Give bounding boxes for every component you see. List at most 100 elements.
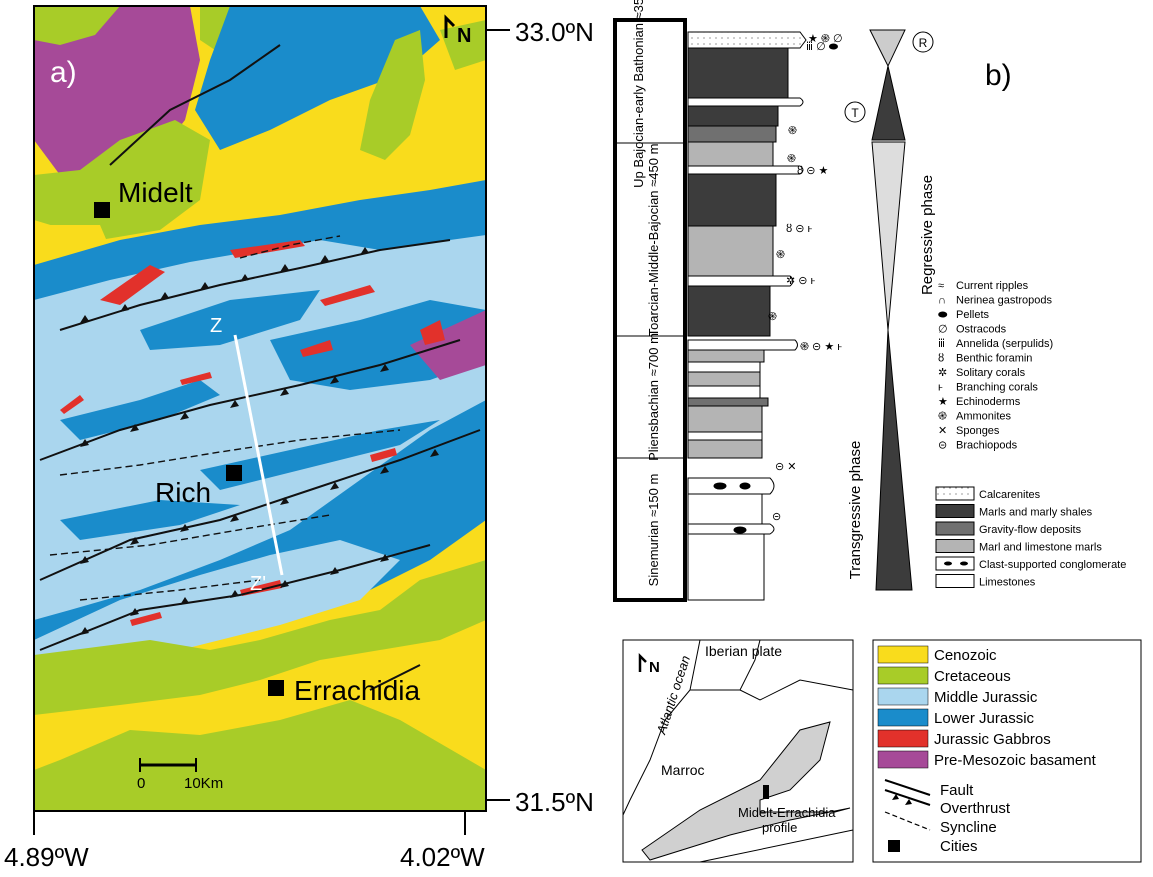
gabbro-area <box>60 395 84 414</box>
geology-legend-label: Lower Jurassic <box>934 710 1035 727</box>
inset-profile-label-2: profile <box>762 820 797 835</box>
scale-bar <box>139 758 197 772</box>
city-marker <box>226 465 242 481</box>
lithology-legend-label: Gravity-flow deposits <box>979 524 1082 536</box>
structure-syncline: Syncline <box>940 819 997 836</box>
lithology-swatch <box>935 521 975 536</box>
fossil-legend-label: Brachiopods <box>956 440 1018 452</box>
fossil-legend-symbol: ∅ <box>938 324 948 336</box>
regressive-phase-label: Regressive phase <box>919 175 936 295</box>
unit-pliensbachian: Pliensbachian ≈700 m <box>646 333 661 461</box>
inset-profile-label-1: Midelt-Errachidia <box>738 805 836 820</box>
geologic-map <box>34 6 486 811</box>
gabbro-area <box>230 240 305 258</box>
transgressive-phase-label: Transgressive phase <box>847 441 864 580</box>
profile-end-label: Z' <box>250 573 266 595</box>
gabbro-area <box>370 448 397 462</box>
fossil-legend-symbol: ⬬ <box>938 309 948 321</box>
svg-text:֎ ⊝ ★ ⱶ: ֎ ⊝ ★ ⱶ <box>800 341 842 353</box>
geology-swatch <box>877 708 929 727</box>
lat-bottom: 31.5ºN <box>515 787 594 817</box>
svg-text:ⅲ ∅ ⬬: ⅲ ∅ ⬬ <box>806 41 839 53</box>
fossil-legend-symbol: ≈ <box>938 280 944 292</box>
fossil-legend-label: Benthic foramin <box>956 353 1032 365</box>
fossil-legend-label: Pellets <box>956 309 990 321</box>
cretaceous-area <box>360 30 425 160</box>
lithology-swatch <box>935 574 975 588</box>
gabbro-area <box>420 320 445 345</box>
lithology-legend-label: Limestones <box>979 577 1036 589</box>
north-label: N <box>457 25 471 47</box>
svg-text:֎: ֎ <box>768 311 777 323</box>
cycle-t-marker <box>844 101 866 123</box>
unit-box <box>613 18 687 602</box>
svg-text:֎: ֎ <box>788 125 797 137</box>
geology-legend-label: Middle Jurassic <box>934 689 1038 706</box>
fossil-legend-label: Ostracods <box>956 324 1007 336</box>
fossil-legend-label: Nerinea gastropods <box>956 295 1053 307</box>
lat-top: 33.0ºN <box>515 17 594 47</box>
fossil-legend-label: Annelida (serpulids) <box>956 338 1053 350</box>
svg-text:ȣ ⊝ ★: ȣ ⊝ ★ <box>797 165 829 177</box>
svg-text:֎: ֎ <box>787 153 796 165</box>
scale-zero: 0 <box>137 775 145 792</box>
inset-profile-marker <box>763 785 769 799</box>
unit-bajocian: Up Bajocian-early Bathonian ≈350 m <box>631 0 646 188</box>
cretaceous-area <box>34 700 486 811</box>
fossil-legend-symbol: ⊝ <box>938 440 947 452</box>
lower-jurassic-area <box>60 500 240 540</box>
gabbro-area <box>100 265 165 305</box>
map-frame <box>33 5 487 812</box>
fossil-legend-symbol: ∩ <box>938 295 946 307</box>
fossil-legend-symbol: ✕ <box>938 425 947 437</box>
profile-line <box>233 334 284 576</box>
city-marker <box>268 680 284 696</box>
svg-text:ȣ ⊝ ⱶ: ȣ ⊝ ⱶ <box>786 223 813 235</box>
structure-overthrust: Overthrust <box>940 800 1011 817</box>
svg-text:⊝ ✕: ⊝ ✕ <box>775 461 797 473</box>
fossil-legend: ≈ Current ripples ∩ Nerinea gastropods ⬬ Pell… <box>938 280 1053 452</box>
inset-north-label: N <box>649 659 660 676</box>
cretaceous-area <box>34 6 120 45</box>
geology-legend-label: Jurassic Gabbros <box>934 731 1051 748</box>
north-arrow-icon <box>444 14 456 38</box>
lithology-legend-label: Marls and marly shales <box>979 507 1093 519</box>
cycle-triangles <box>869 29 913 591</box>
inset-marroc-label: Marroc <box>661 762 705 778</box>
structure-fault: Fault <box>940 782 974 799</box>
lithology-legend-label: Clast-supported conglomerate <box>979 559 1126 571</box>
unit-sinemurian: Sinemurian ≈150 m <box>646 474 661 587</box>
cycle-r-marker <box>912 31 934 53</box>
conglomerate-clast <box>960 561 968 566</box>
fossil-legend-label: Current ripples <box>956 280 1029 292</box>
fossil-legend-symbol: ⱶ <box>938 382 943 394</box>
inset-iberian-label: Iberian plate <box>705 643 782 659</box>
syncline-lines <box>49 235 401 601</box>
basement-area <box>410 310 486 380</box>
cretaceous-area <box>34 120 210 240</box>
fossil-legend-symbol: ȣ <box>938 353 944 365</box>
lithology-swatch <box>935 486 975 501</box>
lithology-legend-label: Marl and limestone marls <box>979 542 1102 554</box>
geology-swatch <box>877 666 929 685</box>
geology-legend-label: Cenozoic <box>934 647 997 664</box>
column-fossils: ★ ֎ ∅ ⅲ ∅ ⬬ ֎ ֎ ȣ ⊝ ★ ȣ ⊝ ⱶ ֎ ✲ ⊝ ⱶ ֎ ֎ … <box>768 33 843 523</box>
fossil-legend-label: Solitary corals <box>956 367 1026 379</box>
geology-swatch <box>877 729 929 748</box>
stratigraphic-column <box>687 31 807 601</box>
unit-toarcian: Toarcian-Middle-Bajocian ≈450 m <box>646 144 661 337</box>
inset-north-arrow-icon <box>638 652 647 672</box>
lon-left: 4.89ºW <box>4 842 89 872</box>
fossil-legend-symbol: ֎ <box>938 411 947 423</box>
cretaceous-area <box>440 20 486 70</box>
lower-jurassic-area <box>140 290 320 350</box>
city-midelt: Midelt <box>118 177 193 208</box>
geology-swatch <box>877 687 929 706</box>
lithology-legend-label: Calcarenites <box>979 489 1041 501</box>
conglomerate-clast <box>944 561 952 566</box>
structure-symbols <box>884 779 931 852</box>
lower-jurassic-area <box>60 380 220 440</box>
lower-jurassic-area <box>195 6 440 150</box>
profile-start-label: Z <box>210 315 222 337</box>
